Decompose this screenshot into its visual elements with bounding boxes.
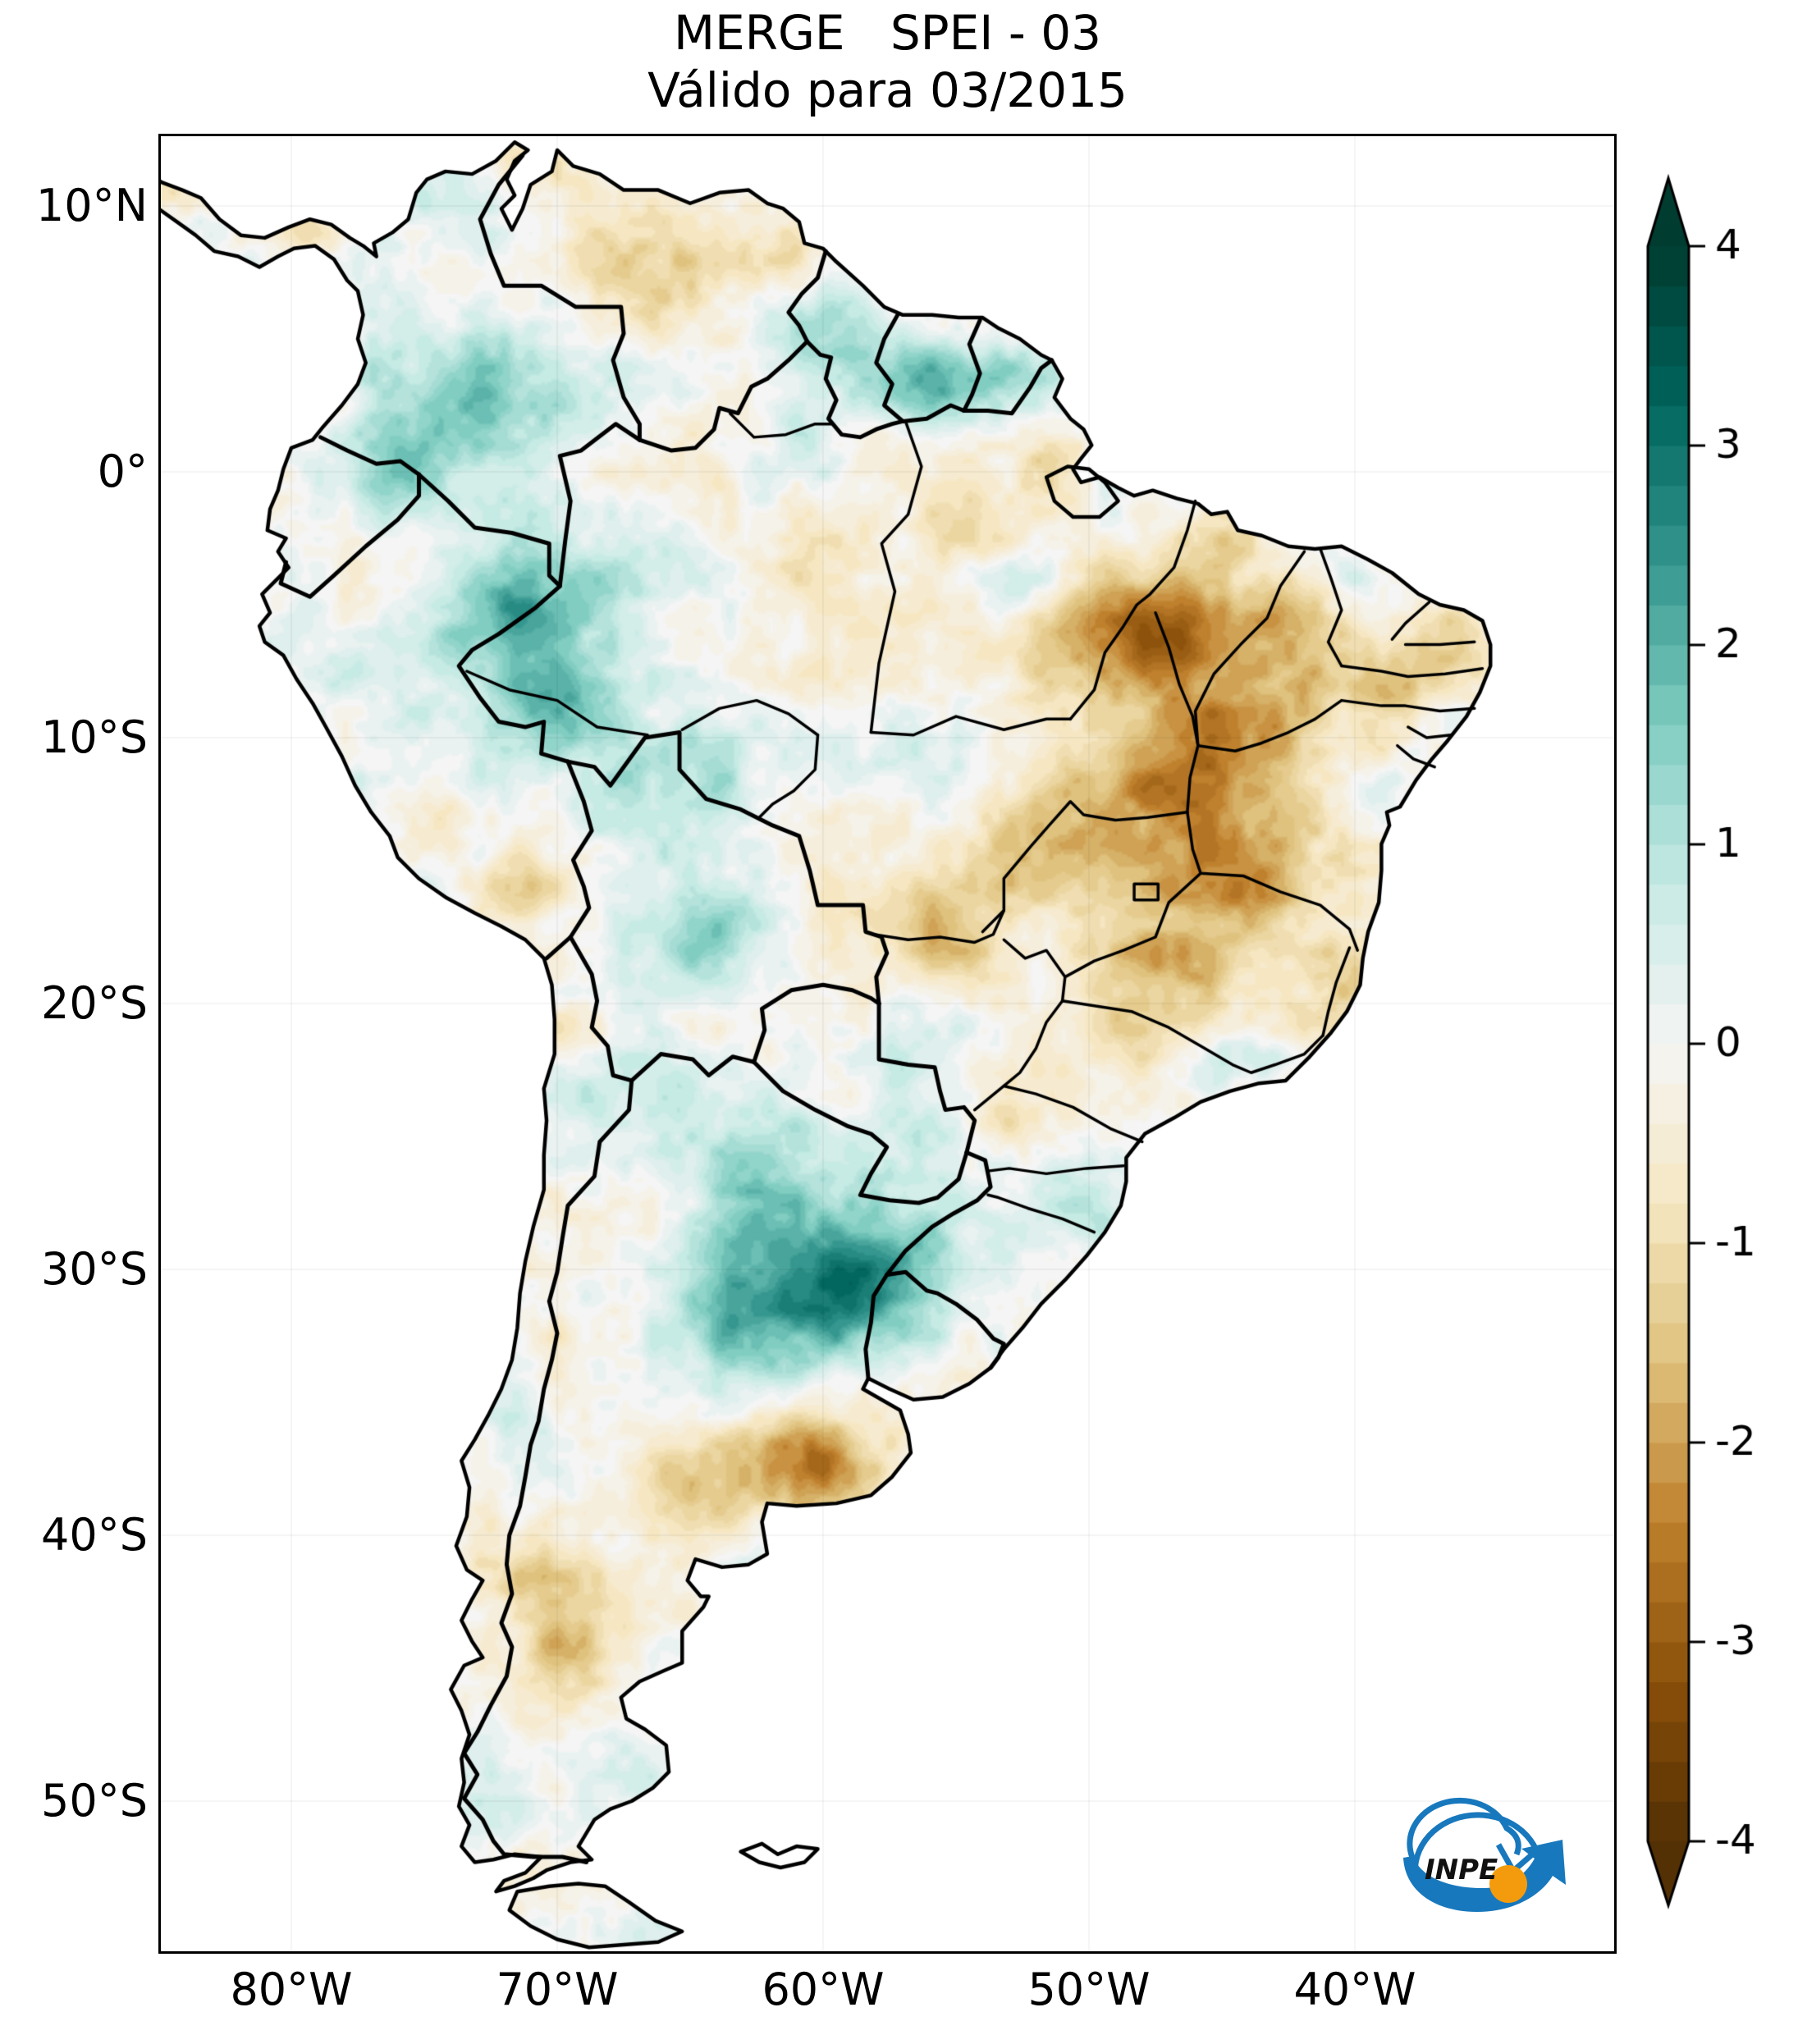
page-subtitle: Válido para 03/2015 — [647, 62, 1128, 118]
page-title: MERGE SPEI - 03 — [673, 5, 1102, 61]
inpe-logo: INPE — [1403, 1797, 1566, 1912]
lat-tick-label: 10°N — [35, 180, 148, 231]
lat-tick-label: 0° — [97, 446, 148, 497]
inpe-orbit-circle-icon — [1411, 1812, 1543, 1883]
colorbar — [1633, 164, 1798, 1953]
lon-tick-label: 60°W — [762, 1964, 885, 2015]
lat-tick-label: 30°S — [41, 1243, 148, 1295]
lat-tick-label: 20°S — [41, 977, 148, 1029]
lat-tick-label: 10°S — [41, 711, 148, 763]
lat-tick-label: 40°S — [41, 1509, 148, 1561]
lat-tick-label: 50°S — [41, 1775, 148, 1827]
lon-tick-label: 80°W — [230, 1964, 353, 2015]
inpe-logo-text: INPE — [1425, 1854, 1498, 1886]
spei-map-canvas — [158, 134, 1617, 1954]
lon-tick-label: 50°W — [1027, 1964, 1151, 2015]
lon-tick-label: 70°W — [496, 1964, 619, 2015]
inpe-orange-sphere-icon — [1489, 1865, 1527, 1903]
lon-tick-label: 40°W — [1293, 1964, 1416, 2015]
inpe-orbit-inner-icon — [1407, 1797, 1521, 1861]
inpe-swoosh-arrow-icon — [1403, 1840, 1566, 1912]
